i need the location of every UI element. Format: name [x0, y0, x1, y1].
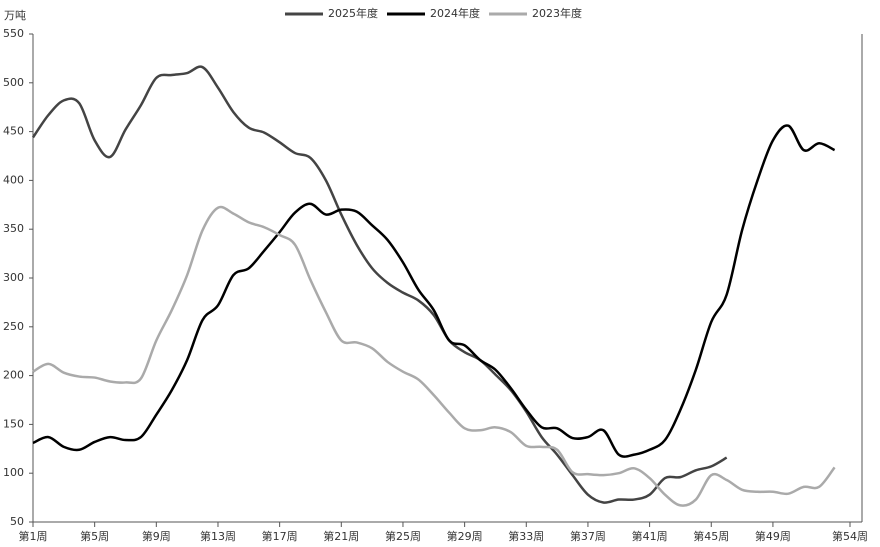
- y-tick-label: 200: [3, 369, 24, 382]
- x-tick-label: 第9周: [142, 529, 171, 543]
- x-tick-label: 第1周: [19, 529, 48, 543]
- series-line: [32, 205, 836, 507]
- y-tick-label: 50: [10, 515, 24, 528]
- y-tick-label: 250: [3, 320, 24, 333]
- legend-label: 2023年度: [532, 6, 582, 20]
- series-line: [31, 65, 728, 504]
- legend-label: 2025年度: [328, 6, 378, 20]
- x-tick-label: 第41周: [632, 529, 668, 543]
- y-tick-label: 300: [3, 271, 24, 284]
- x-tick-label: 第13周: [200, 529, 236, 543]
- x-tick-label: 第17周: [262, 529, 298, 543]
- x-tick-label: 第29周: [447, 529, 483, 543]
- y-tick-label: 100: [3, 466, 24, 479]
- y-axis-title: 万吨: [4, 9, 26, 22]
- x-tick-label: 第45周: [693, 529, 729, 543]
- x-tick-label: 第49周: [755, 529, 791, 543]
- y-tick-label: 450: [3, 125, 24, 138]
- y-tick-label: 350: [3, 222, 24, 235]
- y-tick-label: 500: [3, 76, 24, 89]
- legend-label: 2024年度: [430, 6, 480, 20]
- y-tick-label: 550: [3, 27, 24, 40]
- series-line: [32, 124, 836, 458]
- x-tick-label: 第37周: [570, 529, 606, 543]
- x-tick-label: 第5周: [80, 529, 109, 543]
- y-tick-label: 150: [3, 417, 24, 430]
- x-tick-label: 第21周: [323, 529, 359, 543]
- y-tick-label: 400: [3, 173, 24, 186]
- x-tick-label: 第25周: [385, 529, 421, 543]
- x-tick-label: 第33周: [508, 529, 544, 543]
- x-tick-label: 第54周: [832, 529, 868, 543]
